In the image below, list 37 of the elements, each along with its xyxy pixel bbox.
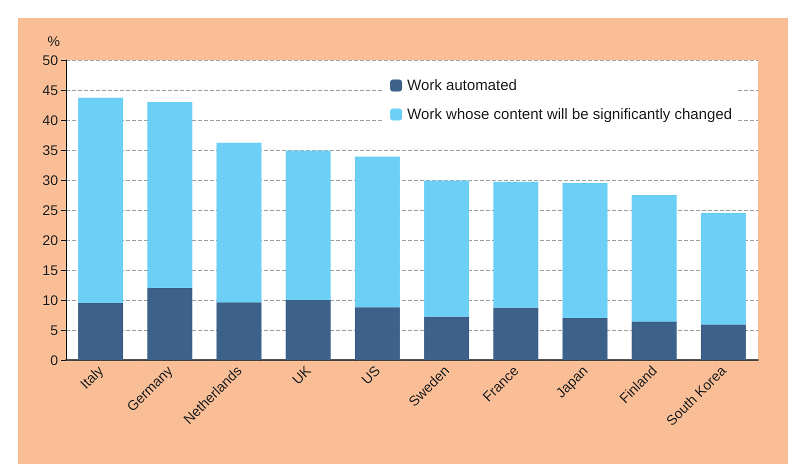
bar: [493, 308, 538, 360]
y-tick-label: 30: [42, 172, 58, 188]
bar: [147, 102, 192, 288]
bar: [424, 316, 470, 360]
y-tick-label: 35: [42, 142, 58, 158]
x-tick-label: Italy: [76, 362, 106, 392]
bar: [632, 195, 677, 322]
bar: [562, 318, 608, 360]
bar: [216, 142, 262, 302]
bar: [216, 302, 262, 360]
bar: [286, 150, 331, 300]
bar: [562, 183, 608, 318]
y-tick-label: 20: [42, 232, 58, 248]
x-tick-label: US: [358, 362, 384, 388]
y-tick-label: 0: [50, 352, 58, 368]
y-tick-label: 40: [42, 112, 58, 128]
legend-label: Work whose content will be significantly changed: [407, 106, 732, 123]
y-tick-label: 25: [42, 202, 58, 218]
bar: [78, 303, 124, 360]
bar: [700, 213, 746, 325]
y-tick-label: 45: [42, 82, 58, 98]
y-tick-label: 10: [42, 292, 58, 308]
bar: [700, 324, 746, 360]
bar: [493, 182, 538, 308]
bar: [147, 288, 192, 360]
legend-label: Work automated: [407, 77, 517, 94]
bar: [78, 98, 124, 303]
y-tick-label: 15: [42, 262, 58, 278]
bar: [354, 156, 400, 308]
bar: [424, 180, 470, 317]
y-tick-label: 5: [50, 322, 58, 338]
y-tick-label: 50: [42, 52, 58, 68]
bar: [286, 300, 331, 360]
x-tick-label: UK: [288, 362, 314, 388]
bar: [354, 307, 400, 360]
y-axis-title: %: [48, 33, 60, 49]
bar: [632, 322, 677, 360]
